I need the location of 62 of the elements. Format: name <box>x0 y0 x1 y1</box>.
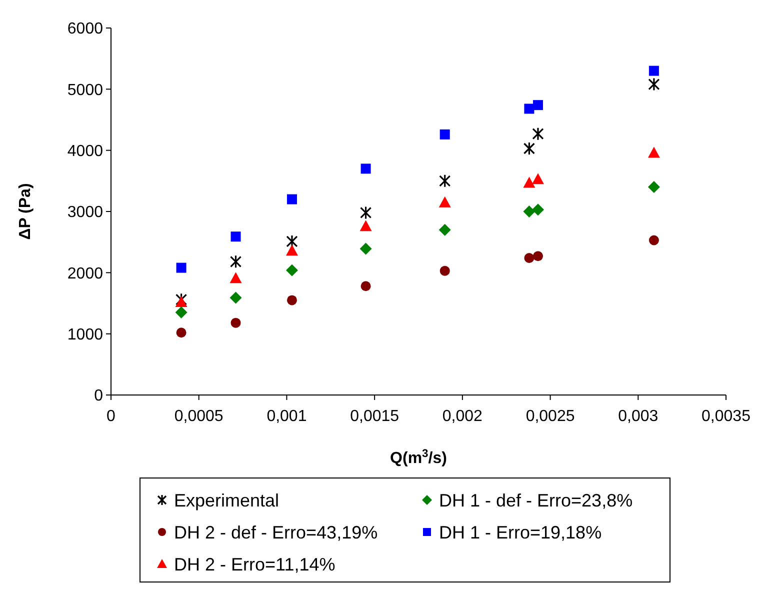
y-tick-label: 1000 <box>67 326 104 344</box>
legend-label: DH 2 - Erro=11,14% <box>174 554 336 574</box>
point <box>648 66 659 76</box>
point <box>524 104 534 114</box>
point <box>438 224 451 236</box>
point <box>438 196 451 208</box>
x-tick-label: 0,0035 <box>702 408 751 425</box>
x-axis-title: Q(m$^{3}$/s) <box>390 448 447 467</box>
point <box>523 176 536 188</box>
point <box>230 318 241 328</box>
point <box>532 204 544 216</box>
y-tick-label: 3000 <box>67 204 104 222</box>
y-tick-label: 5000 <box>67 82 104 99</box>
point <box>230 272 242 284</box>
point <box>439 174 451 188</box>
x-tick-label: 0,003 <box>618 408 658 425</box>
point <box>360 164 371 174</box>
point <box>532 127 544 141</box>
y-tick-label: 6000 <box>67 20 104 38</box>
point <box>648 146 660 158</box>
point <box>360 281 371 292</box>
x-tick-label: 0 <box>106 408 116 425</box>
point <box>360 206 372 220</box>
x-tick-label: 0,0025 <box>526 408 575 425</box>
point <box>440 129 450 140</box>
point <box>648 235 659 246</box>
point <box>286 244 298 256</box>
point <box>175 306 188 318</box>
point <box>440 266 450 276</box>
x-tick-label: 0,001 <box>266 408 307 425</box>
point <box>532 100 543 110</box>
legend-label: DH 1 - Erro=19,18% <box>439 522 602 542</box>
x-tick-label: 0,0005 <box>174 408 224 425</box>
point <box>360 220 372 232</box>
y-axis-title: ΔP (Pa) <box>17 183 34 240</box>
point <box>524 252 534 263</box>
legend-label: Experimental <box>174 490 280 510</box>
point <box>532 173 544 184</box>
point <box>648 181 660 194</box>
point <box>286 194 297 204</box>
y-tick-label: 2000 <box>67 265 104 282</box>
point <box>230 254 242 268</box>
y-tick-label: 0 <box>94 388 104 405</box>
point <box>523 206 536 218</box>
point <box>360 242 372 255</box>
x-tick-label: 0,002 <box>442 408 483 425</box>
point <box>532 251 543 262</box>
point <box>176 262 186 273</box>
point <box>230 232 241 242</box>
point <box>175 296 188 308</box>
point <box>230 292 242 304</box>
legend-label: DH 2 - def - Erro=43,19% <box>174 522 378 542</box>
point <box>523 142 535 156</box>
legend-label: DH 1 - def - Erro=23,8% <box>439 490 633 510</box>
point <box>176 328 186 338</box>
point <box>286 264 298 276</box>
point <box>648 77 660 92</box>
point <box>175 292 188 306</box>
point <box>286 295 297 306</box>
y-tick-label: 4000 <box>67 142 104 160</box>
x-tick-label: 0,0015 <box>350 408 400 425</box>
point <box>286 234 298 248</box>
